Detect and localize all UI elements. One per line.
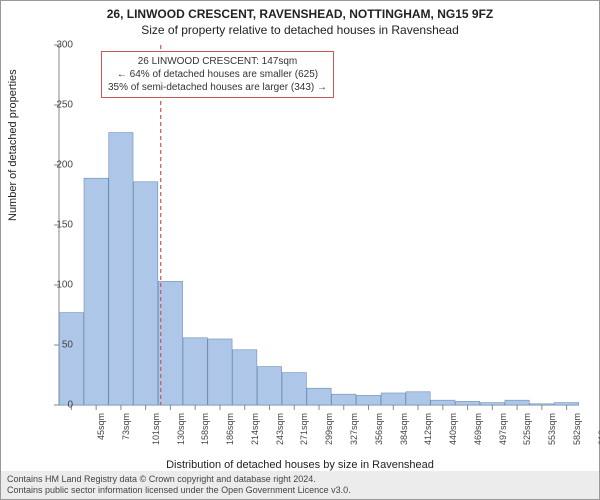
footer: Contains HM Land Registry data © Crown c…: [1, 471, 599, 500]
footer-line1: Contains HM Land Registry data © Crown c…: [7, 474, 593, 485]
annotation-line1: 26 LINWOOD CRESCENT: 147sqm: [108, 55, 327, 68]
y-tick-label: 150: [56, 220, 73, 231]
annotation-line3: 35% of semi-detached houses are larger (…: [108, 81, 327, 94]
x-tick-label: 130sqm: [176, 413, 186, 445]
x-axis-label: Distribution of detached houses by size …: [1, 459, 599, 471]
annotation-line2: ← 64% of detached houses are smaller (62…: [108, 68, 327, 81]
x-tick-label: 327sqm: [349, 413, 359, 445]
x-tick-label: 469sqm: [473, 413, 483, 445]
y-tick-label: 300: [56, 40, 73, 51]
y-tick-label: 100: [56, 280, 73, 291]
x-tick-label: 158sqm: [200, 413, 210, 445]
footer-line2: Contains public sector information licen…: [7, 485, 593, 496]
x-tick-label: 525sqm: [522, 413, 532, 445]
x-tick-label: 271sqm: [300, 413, 310, 445]
x-tick-label: 440sqm: [448, 413, 458, 445]
y-tick-label: 200: [56, 160, 73, 171]
y-tick-label: 50: [62, 340, 73, 351]
x-tick-label: 214sqm: [250, 413, 260, 445]
x-tick-label: 384sqm: [399, 413, 409, 445]
x-tick-label: 497sqm: [498, 413, 508, 445]
y-tick-label: 0: [67, 400, 73, 411]
x-tick-label: 553sqm: [547, 413, 557, 445]
x-tick-label: 299sqm: [324, 413, 334, 445]
x-tick-label: 412sqm: [423, 413, 433, 445]
x-tick-label: 243sqm: [275, 413, 285, 445]
annotation-box: 26 LINWOOD CRESCENT: 147sqm ← 64% of det…: [101, 51, 334, 98]
x-tick-label: 186sqm: [225, 413, 235, 445]
x-tick-label: 356sqm: [374, 413, 384, 445]
x-tick-label: 610sqm: [597, 413, 600, 445]
y-tick-label: 250: [56, 100, 73, 111]
x-tick-label: 101sqm: [151, 413, 161, 445]
chart-container: 26, LINWOOD CRESCENT, RAVENSHEAD, NOTTIN…: [0, 0, 600, 500]
x-tick-label: 73sqm: [121, 413, 131, 440]
x-tick-label: 582sqm: [572, 413, 582, 445]
x-tick-label: 45sqm: [96, 413, 106, 440]
